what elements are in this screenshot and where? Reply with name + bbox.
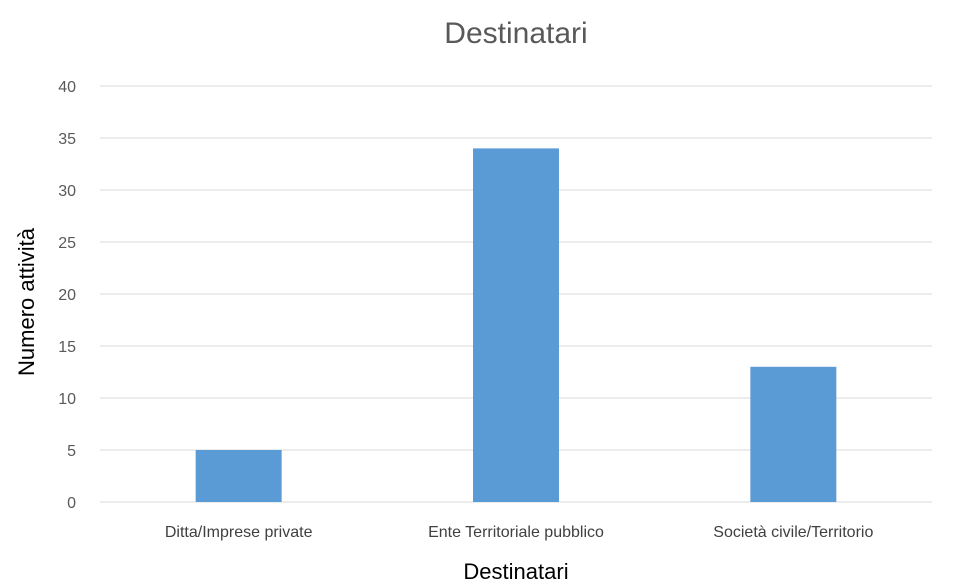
- y-tick-label: 40: [58, 79, 76, 96]
- x-axis-label: Destinatari: [463, 559, 568, 584]
- y-tick-label: 20: [58, 287, 76, 304]
- y-axis-ticks: 0 5 10 15 20 25 30 35 40: [58, 79, 76, 512]
- x-category-label: Società civile/Territorio: [713, 524, 873, 541]
- chart-title: Destinatari: [444, 17, 587, 50]
- bar: [750, 366, 837, 502]
- y-tick-label: 10: [58, 391, 76, 408]
- y-tick-label: 0: [67, 495, 76, 512]
- y-tick-label: 15: [58, 339, 76, 356]
- bar: [195, 450, 282, 502]
- x-category-label: Ditta/Imprese private: [165, 524, 313, 541]
- y-tick-label: 5: [67, 443, 76, 460]
- y-tick-label: 30: [58, 183, 76, 200]
- x-axis-categories: Ditta/Imprese private Ente Territoriale p…: [165, 524, 874, 541]
- y-tick-label: 25: [58, 235, 76, 252]
- y-axis-label: Numero attività: [14, 227, 39, 376]
- bar: [473, 148, 559, 502]
- bars: [195, 148, 837, 502]
- y-tick-label: 35: [58, 131, 76, 148]
- x-category-label: Ente Territoriale pubblico: [428, 524, 604, 541]
